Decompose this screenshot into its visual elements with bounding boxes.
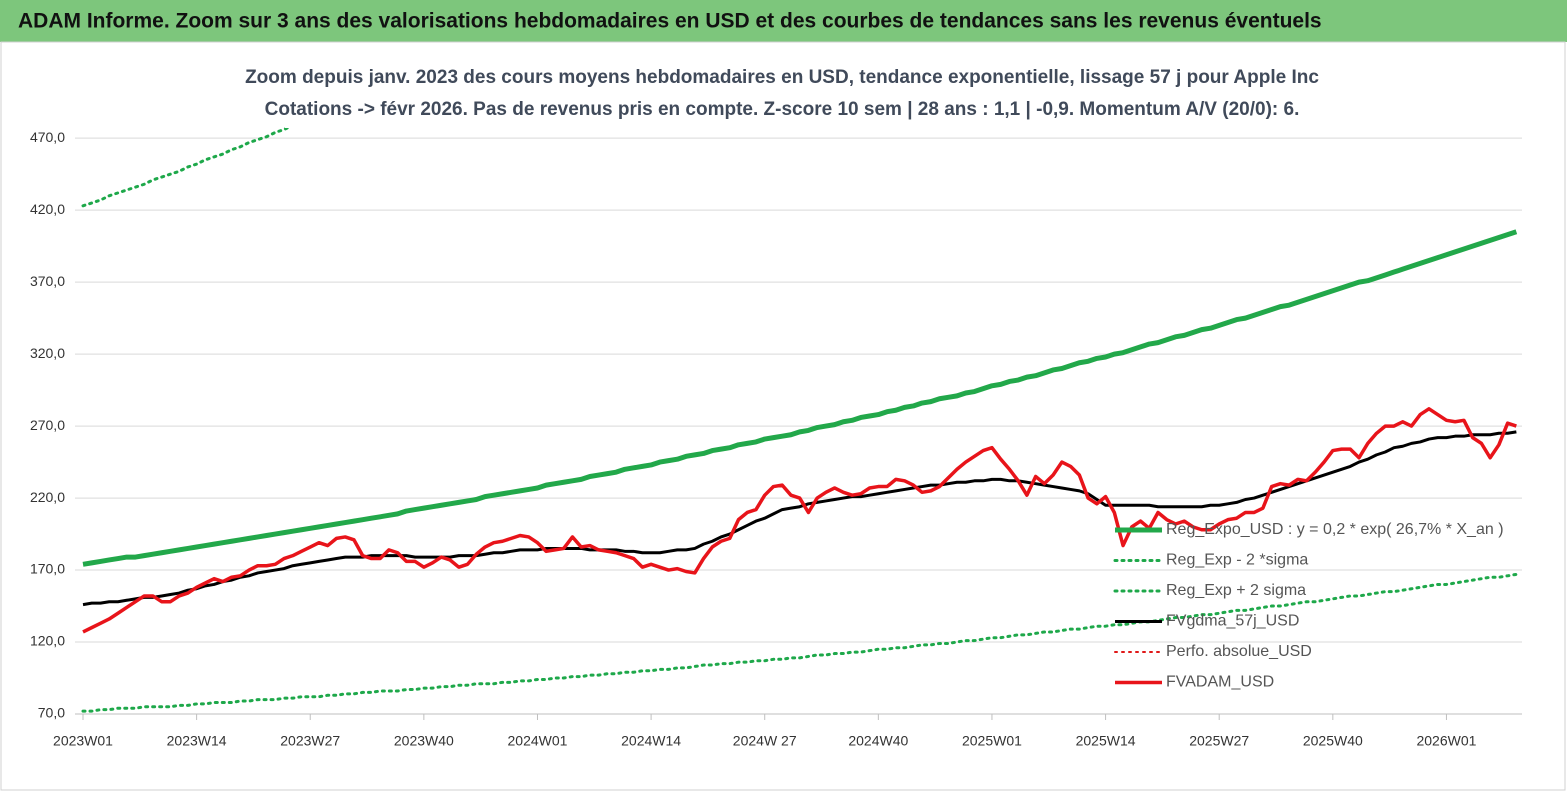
x-tick-label: 2023W27 — [280, 733, 340, 749]
legend-label: Perfo. absolue_USD — [1166, 643, 1312, 660]
x-tick-label: 2023W40 — [394, 733, 454, 749]
x-tick-label: 2023W01 — [53, 733, 113, 749]
y-tick-label: 370,0 — [30, 273, 65, 289]
x-tick-label: 2024W 27 — [733, 733, 797, 749]
axes: 70,0 120,0 170,0 220,0 270,0 320,0 370,0 420,0 4… — [30, 129, 1522, 749]
x-tick-label: 2025W14 — [1076, 733, 1136, 749]
y-tick-label: 320,0 — [30, 345, 65, 361]
chart-subtitle: Cotations -> févr 2026. Pas de revenus p… — [265, 99, 1300, 120]
legend-label: FVgdma_57j_USD — [1166, 613, 1299, 630]
series-line — [82, 430, 1517, 607]
y-tick-label: 220,0 — [30, 489, 65, 505]
y-tick-label: 270,0 — [30, 417, 65, 433]
grid — [75, 137, 1522, 715]
legend: Reg_Expo_USD : y = 0,2 * exp( 26,7% * X_… — [1113, 521, 1504, 691]
x-tick-label: 2025W40 — [1303, 733, 1363, 749]
x-tick-label: 2024W40 — [848, 733, 908, 749]
x-tick-label: 2025W27 — [1189, 733, 1249, 749]
x-tick-label: 2025W01 — [962, 733, 1022, 749]
plot — [81, 95, 1518, 713]
x-tick-label: 2024W01 — [508, 733, 568, 749]
legend-label: Reg_Expo_USD : y = 0,2 * exp( 26,7% * X_… — [1166, 521, 1504, 538]
legend-label: Reg_Exp + 2 sigma — [1166, 582, 1306, 599]
series-line — [81, 572, 1518, 713]
header-bar — [0, 0, 1567, 42]
y-tick-label: 170,0 — [30, 561, 65, 577]
legend-label: Reg_Exp - 2 *sigma — [1166, 552, 1308, 569]
legend-label: FVADAM_USD — [1166, 674, 1274, 691]
title-box — [285, 60, 1280, 128]
x-tick-label: 2024W14 — [621, 733, 681, 749]
series-line — [82, 229, 1518, 567]
y-tick-label: 120,0 — [30, 633, 65, 649]
y-tick-label: 420,0 — [30, 201, 65, 217]
page-title: ADAM Informe. Zoom sur 3 ans des valoris… — [18, 10, 1322, 33]
series-line — [82, 407, 1517, 634]
x-tick-label: 2023W14 — [167, 733, 227, 749]
y-tick-label: 470,0 — [30, 129, 65, 145]
chart-frame — [0, 41, 1566, 791]
x-tick-label: 2026W01 — [1416, 733, 1476, 749]
y-tick-label: 70,0 — [38, 705, 65, 721]
chart-title: Zoom depuis janv. 2023 des cours moyens … — [245, 67, 1319, 88]
